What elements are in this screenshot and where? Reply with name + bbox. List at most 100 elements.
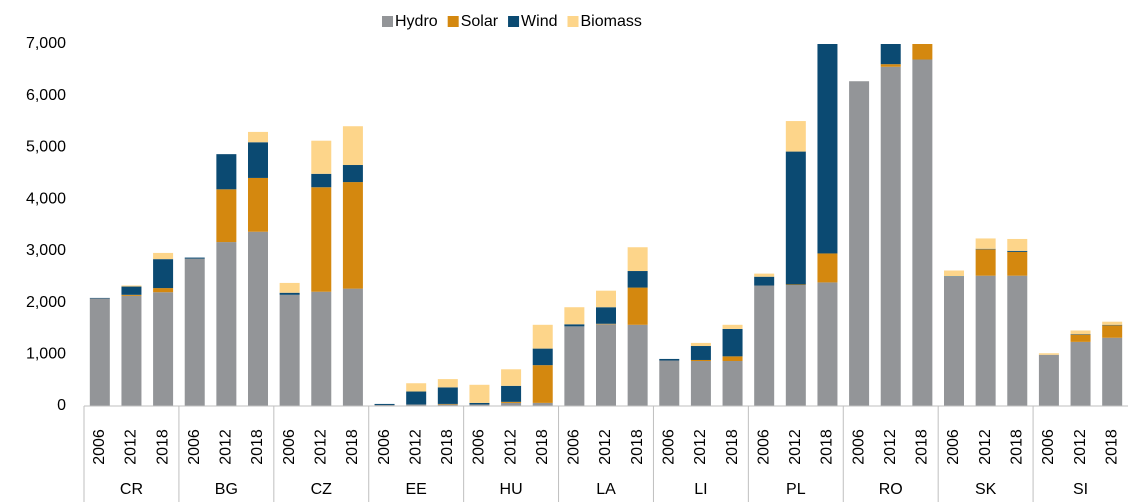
- bar-segment: [1102, 324, 1123, 326]
- legend-swatch: [567, 16, 579, 27]
- bar-segment: [311, 291, 332, 406]
- bar-segment: [754, 276, 775, 286]
- bar-segment: [342, 126, 363, 166]
- bar-segment: [1007, 275, 1028, 406]
- bar-segment: [342, 182, 363, 289]
- bar-segment: [785, 284, 806, 285]
- legend-label: Solar: [461, 13, 499, 30]
- bar-segment: [437, 403, 458, 405]
- bar-segment: [880, 66, 901, 406]
- bar-segment: [596, 307, 616, 324]
- y-tick-label: 4,000: [26, 190, 66, 207]
- bar-segment: [121, 295, 142, 406]
- bar-segment: [1102, 321, 1123, 325]
- bar-segment: [469, 402, 490, 405]
- bar-segment: [469, 404, 490, 406]
- bar-segment: [216, 242, 237, 406]
- bar-segment: [469, 384, 490, 403]
- x-tick-label: 2018: [914, 429, 931, 465]
- bar-segment: [532, 365, 553, 403]
- bar-segment: [311, 173, 332, 188]
- bar-segment: [406, 404, 427, 406]
- x-tick-label: 2006: [376, 429, 393, 465]
- bar-segment: [532, 348, 553, 366]
- bar-segment: [754, 273, 775, 277]
- bar-segment: [1102, 325, 1123, 338]
- bar-segment: [248, 131, 268, 143]
- bar-segment: [1070, 334, 1091, 342]
- group-label: LA: [596, 481, 616, 498]
- bar-segment: [501, 369, 522, 386]
- bar-segment: [248, 231, 268, 406]
- bar-segment: [184, 258, 205, 406]
- x-tick-label: 2018: [629, 429, 646, 465]
- legend-label: Hydro: [395, 13, 438, 30]
- bar-segment: [975, 275, 996, 406]
- bar-segment: [627, 324, 648, 406]
- x-tick-label: 2012: [787, 429, 804, 465]
- group-label: LI: [694, 481, 707, 498]
- bar-segment: [659, 358, 680, 361]
- bar-segment: [1070, 330, 1091, 335]
- y-tick-label: 7,000: [26, 35, 66, 52]
- bar-segment: [89, 297, 110, 299]
- x-tick-label: 2006: [1040, 429, 1057, 465]
- bar-segment: [596, 290, 616, 308]
- bar-segment: [849, 81, 870, 406]
- bar-segment: [817, 253, 838, 283]
- bar-segment: [248, 142, 268, 178]
- bar-segment: [153, 252, 174, 260]
- bar-segment: [248, 177, 268, 232]
- x-tick-label: 2006: [755, 429, 772, 465]
- bar-segment: [1038, 354, 1059, 406]
- bar-segment: [627, 247, 648, 272]
- bar-segment: [406, 383, 427, 392]
- x-tick-label: 2018: [154, 429, 171, 465]
- bar-segment: [880, 64, 901, 67]
- bar-segment: [374, 403, 395, 405]
- bar-segment: [532, 324, 553, 349]
- bar-segment: [406, 391, 427, 405]
- x-tick-label: 2006: [850, 429, 867, 465]
- bar-segment: [722, 324, 743, 329]
- bar-segment: [437, 387, 458, 404]
- bar-segment: [564, 324, 585, 327]
- y-tick-label: 6,000: [26, 87, 66, 104]
- x-tick-label: 2018: [1103, 429, 1120, 465]
- x-tick-label: 2012: [1072, 429, 1089, 465]
- bar-segment: [374, 404, 395, 406]
- legend-swatch: [447, 16, 459, 27]
- x-tick-label: 2006: [566, 429, 583, 465]
- legend-swatch: [508, 16, 520, 27]
- bar-segment: [1070, 341, 1091, 406]
- bar-segment: [153, 288, 174, 293]
- bar-segment: [944, 270, 964, 277]
- x-tick-label: 2012: [312, 429, 329, 465]
- bar-segment: [89, 298, 110, 406]
- bar-segment: [690, 361, 711, 406]
- bar-segment: [690, 359, 711, 362]
- bar-segment: [342, 165, 363, 183]
- bar-segment: [153, 259, 174, 289]
- x-tick-label: 2006: [186, 429, 203, 465]
- bar-segment: [121, 294, 142, 296]
- group-label: HU: [500, 481, 523, 498]
- x-tick-label: 2018: [819, 429, 836, 465]
- bar-segment: [690, 346, 711, 360]
- bar-segment: [659, 360, 680, 406]
- y-tick-label: 1,000: [26, 346, 66, 363]
- bar-segment: [121, 286, 142, 295]
- x-tick-label: 2012: [502, 429, 519, 465]
- bar-segment: [342, 288, 363, 406]
- bar-segment: [754, 285, 775, 406]
- bar-segment: [501, 401, 522, 403]
- bar-segment: [627, 271, 648, 288]
- bar-segment: [1070, 334, 1091, 335]
- x-tick-label: 2018: [344, 429, 361, 465]
- x-tick-label: 2012: [977, 429, 994, 465]
- x-tick-label: 2006: [91, 429, 108, 465]
- group-label: EE: [406, 481, 427, 498]
- bar-segment: [501, 402, 522, 406]
- bar-segment: [596, 323, 616, 325]
- x-tick-label: 2018: [439, 429, 456, 465]
